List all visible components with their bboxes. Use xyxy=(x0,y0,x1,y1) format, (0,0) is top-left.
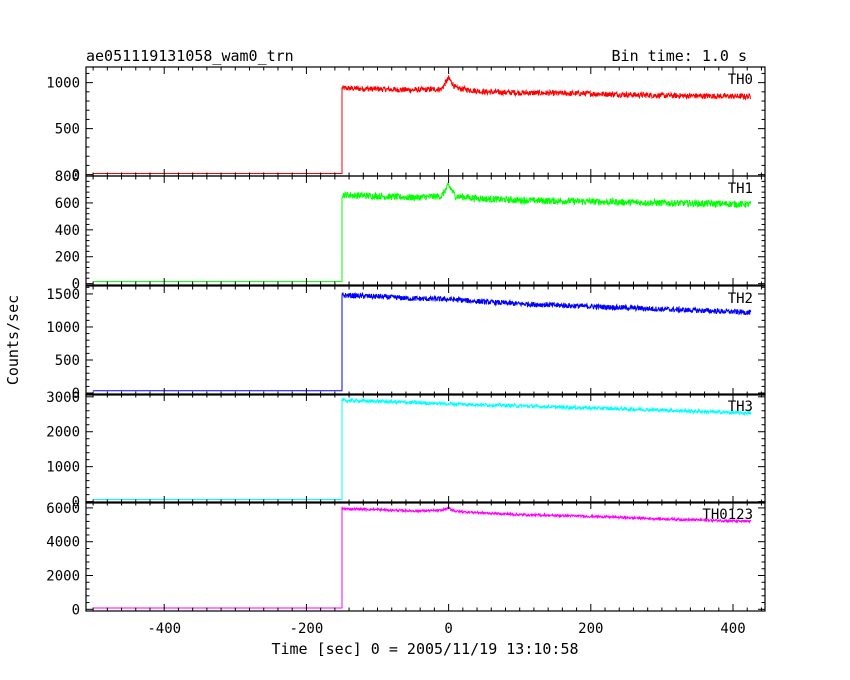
bin-time-label: Bin time: 1.0 s xyxy=(612,47,747,65)
y-tick-label: 0 xyxy=(72,386,80,402)
panel-label-th0123: TH0123 xyxy=(702,507,753,523)
y-axis-label: Counts/sec xyxy=(4,295,22,385)
panel-label-th0: TH0 xyxy=(728,72,753,88)
y-tick-label: 1500 xyxy=(46,287,80,303)
y-tick-label: 500 xyxy=(55,353,80,369)
y-tick-label: 3000 xyxy=(46,390,80,406)
y-tick-label: 600 xyxy=(55,196,80,212)
x-tick-label: -200 xyxy=(290,621,324,637)
y-tick-label: 400 xyxy=(55,223,80,239)
y-tick-label: 1000 xyxy=(46,320,80,336)
y-tick-label: 4000 xyxy=(46,535,80,551)
x-tick-label: 200 xyxy=(578,621,603,637)
y-tick-label: 2000 xyxy=(46,425,80,441)
panel-frame xyxy=(85,501,766,612)
panels-group: 0 500 1000 TH0 0 200 400 600 800 TH1 0 500 1000 1500 T… xyxy=(46,66,766,637)
panel-th2: 0 500 1000 1500 TH2 xyxy=(46,285,766,402)
y-tick-label: 2000 xyxy=(46,569,80,585)
chart-title: ae051119131058_wam0_trn xyxy=(86,47,294,65)
y-tick-label: 6000 xyxy=(46,501,80,517)
y-tick-label: 1000 xyxy=(46,460,80,476)
y-tick-label: 200 xyxy=(55,250,80,266)
y-tick-label: 1000 xyxy=(46,76,80,92)
panel-th0123: 0 2000 4000 6000 TH0123 xyxy=(46,501,766,618)
x-tick-label: -400 xyxy=(147,621,181,637)
series-line-th0123 xyxy=(93,505,752,609)
y-tick-label: 0 xyxy=(72,277,80,293)
y-tick-label: 0 xyxy=(72,495,80,511)
y-tick-label: 800 xyxy=(55,169,80,185)
panel-th1: 0 200 400 600 800 TH1 xyxy=(55,169,766,293)
x-tick-label: 0 xyxy=(444,621,452,637)
series-line-th3 xyxy=(93,396,752,500)
series-line-th0 xyxy=(93,75,752,174)
panel-frame xyxy=(85,66,766,177)
panel-label-th3: TH3 xyxy=(728,399,753,415)
panel-frame xyxy=(85,175,766,286)
series-line-th2 xyxy=(93,291,752,392)
panel-th0: 0 500 1000 TH0 xyxy=(46,66,766,184)
series-line-th1 xyxy=(93,182,752,283)
y-tick-label: 0 xyxy=(72,168,80,184)
panel-label-th1: TH1 xyxy=(728,181,753,197)
panel-th3: 0 1000 2000 3000 TH3 xyxy=(46,390,766,511)
panel-frame xyxy=(85,285,766,396)
y-tick-label: 0 xyxy=(72,602,80,618)
x-tick-label: 400 xyxy=(720,621,745,637)
y-tick-label: 500 xyxy=(55,122,80,138)
panel-frame xyxy=(85,393,766,504)
panel-label-th2: TH2 xyxy=(728,291,753,307)
x-axis-label: Time [sec] 0 = 2005/11/19 13:10:58 xyxy=(271,640,578,658)
